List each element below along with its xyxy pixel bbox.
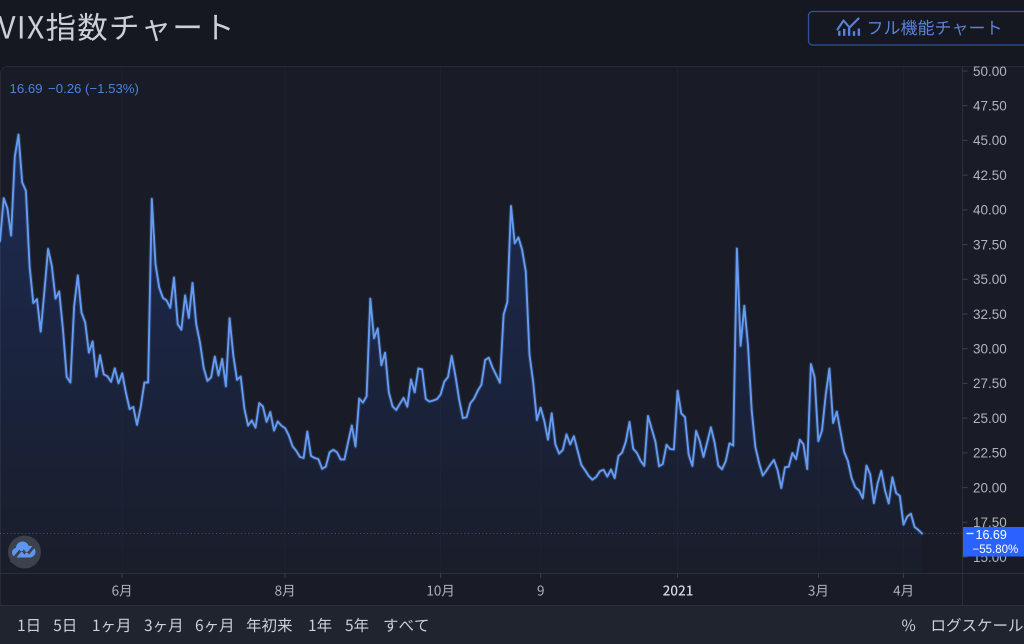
svg-text:27.50: 27.50 <box>973 376 1007 391</box>
svg-text:35.00: 35.00 <box>973 272 1007 287</box>
svg-text:50.00: 50.00 <box>973 64 1007 79</box>
svg-text:16.69: 16.69 <box>976 528 1007 542</box>
svg-text:42.50: 42.50 <box>973 168 1007 183</box>
svg-text:30.00: 30.00 <box>973 342 1007 357</box>
svg-text:22.50: 22.50 <box>973 446 1007 461</box>
svg-text:40.00: 40.00 <box>973 203 1007 218</box>
svg-text:25.00: 25.00 <box>973 411 1007 426</box>
svg-text:32.50: 32.50 <box>973 307 1007 322</box>
svg-text:47.50: 47.50 <box>973 99 1007 114</box>
svg-text:−0.26 (−1.53%): −0.26 (−1.53%) <box>48 81 139 96</box>
svg-text:20.00: 20.00 <box>973 480 1007 495</box>
svg-text:37.50: 37.50 <box>973 237 1007 252</box>
svg-text:−55.80%: −55.80% <box>973 544 1019 556</box>
svg-text:45.00: 45.00 <box>973 133 1007 148</box>
svg-text:17.50: 17.50 <box>973 515 1007 530</box>
svg-text:16.69: 16.69 <box>10 81 43 96</box>
